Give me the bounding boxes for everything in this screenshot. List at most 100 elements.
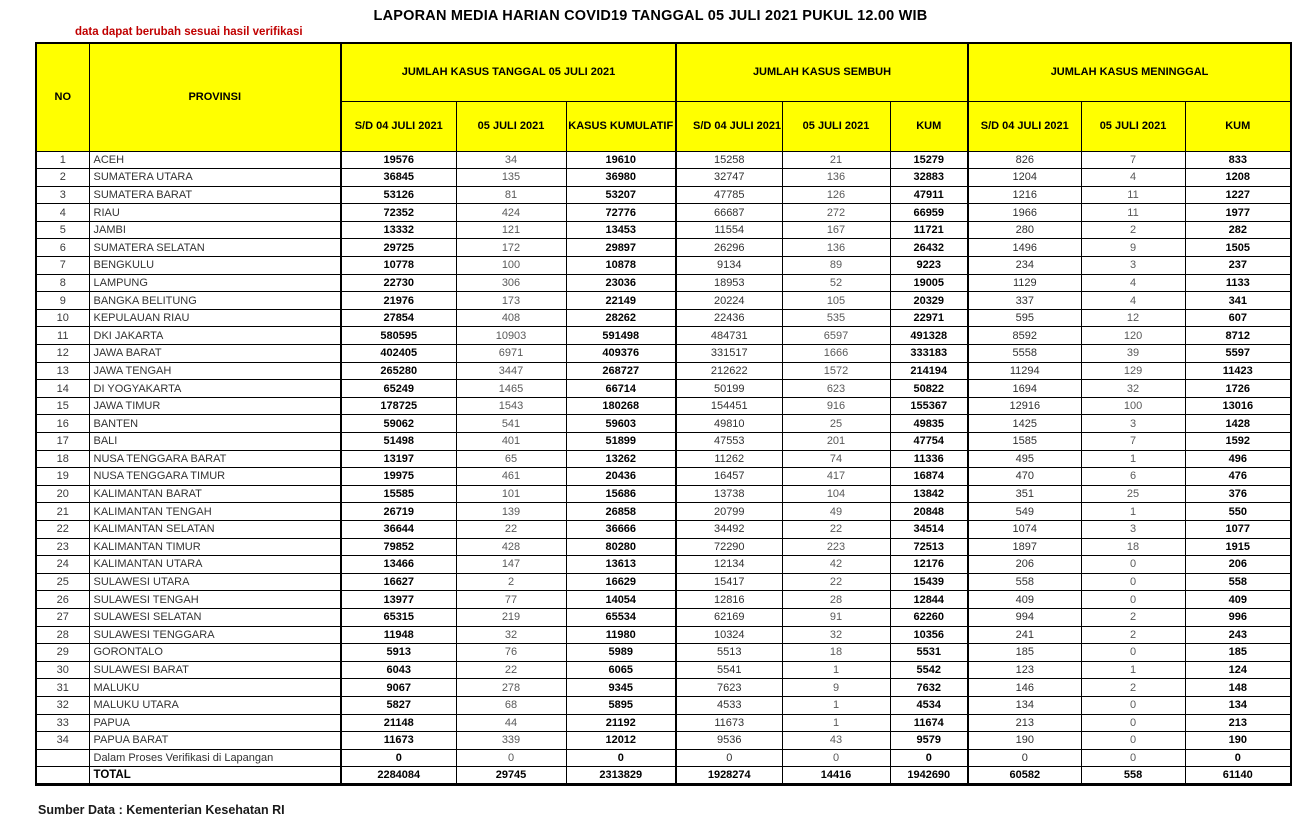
- cell-value: 333183: [889, 344, 969, 363]
- cell-value: 0: [1080, 731, 1186, 750]
- cell-province: KALIMANTAN UTARA: [88, 555, 342, 574]
- cell-value: 5597: [1184, 344, 1292, 363]
- cell-value: 1216: [967, 185, 1082, 205]
- cell-no: 17: [35, 432, 90, 451]
- cell-value: 491328: [889, 326, 969, 346]
- cell-no: 21: [35, 502, 90, 521]
- cell-value: 4533: [675, 695, 783, 715]
- cell-value: 34492: [675, 519, 783, 539]
- cell-province: NUSA TENGGARA TIMUR: [88, 467, 342, 486]
- cell-value: 201: [781, 432, 891, 451]
- subcol-sembuh-05: 05 JULI 2021: [781, 100, 891, 152]
- cell-province: BANGKA BELITUNG: [88, 291, 342, 310]
- cell-value: 28262: [565, 308, 677, 328]
- cell-no: 34: [35, 731, 90, 750]
- cell-value: 0: [1080, 590, 1186, 609]
- cell-value: 18953: [675, 273, 783, 293]
- cell-value: 282: [1184, 220, 1292, 240]
- cell-value: 12134: [675, 555, 783, 574]
- cell-value: 13453: [565, 220, 677, 240]
- cell-value: 25: [781, 414, 891, 433]
- cell-value: 337: [967, 291, 1082, 310]
- cell-value: 4: [1080, 273, 1186, 293]
- cell-value: 0: [1080, 555, 1186, 574]
- cell-value: 1: [781, 713, 891, 733]
- cell-value: 32: [781, 625, 891, 645]
- table-row: 28 SULAWESI TENGGARA 11948 32 11980 10324 32 10…: [35, 625, 1292, 645]
- cell-value: 13016: [1184, 396, 1292, 416]
- cell-value: 26858: [565, 502, 677, 521]
- cell-value: 11294: [967, 361, 1082, 381]
- cell-value: 916: [781, 396, 891, 416]
- cell-value: 4534: [889, 695, 969, 715]
- total-value: 1928274: [675, 766, 783, 786]
- cell-value: 3447: [455, 361, 567, 381]
- cell-value: 16457: [675, 467, 783, 486]
- cell-province: SULAWESI TENGGARA: [88, 625, 342, 645]
- cell-province: SULAWESI UTARA: [88, 572, 342, 592]
- cell-value: 20848: [889, 502, 969, 521]
- cell-no: 30: [35, 660, 90, 680]
- cell-value: 495: [967, 449, 1082, 469]
- table-row: 12 JAWA BARAT 402405 6971 409376 331517 1666 33…: [35, 344, 1292, 363]
- cell-value: 0: [1080, 643, 1186, 662]
- cell-value: 25: [1080, 484, 1186, 504]
- cell-no: [35, 748, 90, 768]
- cell-value: 135: [455, 168, 567, 187]
- cell-value: 22: [781, 519, 891, 539]
- subcol-meninggal-kum: KUM: [1184, 100, 1292, 152]
- group-header-kasus: JUMLAH KASUS TANGGAL 05 JULI 2021: [340, 42, 677, 102]
- cell-value: 22730: [340, 273, 457, 293]
- cell-value: 4: [1080, 168, 1186, 187]
- cell-value: 206: [967, 555, 1082, 574]
- cell-value: 0: [1080, 713, 1186, 733]
- cell-value: 1: [1080, 660, 1186, 680]
- cell-province: KALIMANTAN BARAT: [88, 484, 342, 504]
- table-row: 24 KALIMANTAN UTARA 13466 147 13613 12134 42 12…: [35, 555, 1292, 574]
- cell-value: 81: [455, 185, 567, 205]
- cell-value: 19610: [565, 150, 677, 170]
- cell-value: 50199: [675, 379, 783, 398]
- cell-value: 1496: [967, 238, 1082, 258]
- table-row: 21 KALIMANTAN TENGAH 26719 139 26858 20799 49 2…: [35, 502, 1292, 521]
- cell-value: 0: [340, 748, 457, 768]
- cell-no: 19: [35, 467, 90, 486]
- cell-value: 50822: [889, 379, 969, 398]
- cell-value: 72352: [340, 203, 457, 222]
- cell-no: 20: [35, 484, 90, 504]
- cell-value: 185: [1184, 643, 1292, 662]
- cell-value: 53207: [565, 185, 677, 205]
- cell-value: 22: [455, 519, 567, 539]
- cell-value: 994: [967, 607, 1082, 627]
- cell-value: 206: [1184, 555, 1292, 574]
- cell-value: 265280: [340, 361, 457, 381]
- cell-value: 134: [1184, 695, 1292, 715]
- cell-value: 214194: [889, 361, 969, 381]
- cell-value: 120: [1080, 326, 1186, 346]
- cell-value: 278: [455, 678, 567, 697]
- table-row: 10 KEPULAUAN RIAU 27854 408 28262 22436 535 229…: [35, 308, 1292, 328]
- cell-value: 155367: [889, 396, 969, 416]
- cell-value: 172: [455, 238, 567, 258]
- cell-province: GORONTALO: [88, 643, 342, 662]
- cell-value: 0: [1080, 748, 1186, 768]
- cell-value: 5558: [967, 344, 1082, 363]
- subcol-kasus-05: 05 JULI 2021: [455, 100, 567, 152]
- cell-value: 7623: [675, 678, 783, 697]
- cell-value: 11423: [1184, 361, 1292, 381]
- cell-value: 26719: [340, 502, 457, 521]
- cell-no: 12: [35, 344, 90, 363]
- cell-province: BALI: [88, 432, 342, 451]
- cell-value: 4: [1080, 291, 1186, 310]
- cell-province: SUMATERA UTARA: [88, 168, 342, 187]
- cell-value: 9067: [340, 678, 457, 697]
- cell-value: 5827: [340, 695, 457, 715]
- cell-value: 351: [967, 484, 1082, 504]
- cell-value: 607: [1184, 308, 1292, 328]
- table-row: 23 KALIMANTAN TIMUR 79852 428 80280 72290 223 7…: [35, 537, 1292, 557]
- cell-province: SULAWESI SELATAN: [88, 607, 342, 627]
- cell-value: 5531: [889, 643, 969, 662]
- cell-value: 19975: [340, 467, 457, 486]
- cell-value: 12844: [889, 590, 969, 609]
- cell-value: 1694: [967, 379, 1082, 398]
